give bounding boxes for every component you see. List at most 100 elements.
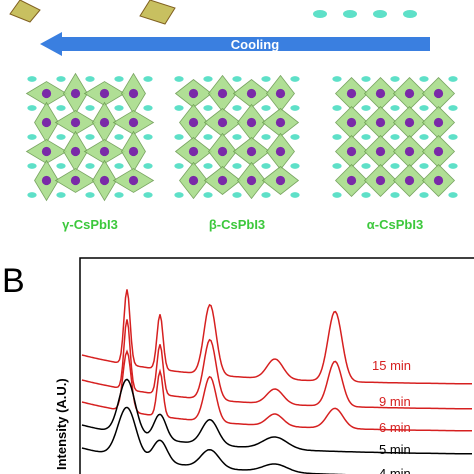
cs-atom	[403, 10, 417, 18]
atom	[188, 175, 199, 186]
cs-atom	[56, 163, 66, 169]
cs-atom	[174, 105, 184, 111]
cs-atom	[419, 192, 429, 198]
curve-label: 4 min	[379, 466, 411, 474]
cs-atom	[143, 134, 153, 140]
atom	[404, 175, 415, 186]
atom	[128, 175, 139, 186]
cs-atom	[448, 76, 458, 82]
curve-label: 9 min	[379, 394, 411, 409]
atom	[275, 146, 286, 157]
cs-atom	[56, 192, 66, 198]
cs-atom	[419, 76, 429, 82]
cs-atom	[232, 105, 242, 111]
atom	[41, 146, 52, 157]
cs-atom	[85, 192, 95, 198]
spectrum-curve	[81, 319, 472, 410]
cooling-arrow	[40, 32, 430, 56]
atom	[217, 175, 228, 186]
phase-label: γ-CsPbI3	[62, 217, 118, 232]
cs-atom	[143, 192, 153, 198]
atom	[275, 88, 286, 99]
cs-atom	[85, 105, 95, 111]
atom	[346, 175, 357, 186]
cs-atom	[390, 76, 400, 82]
cs-atom	[261, 134, 271, 140]
cs-atom	[27, 105, 37, 111]
panel-label: B	[2, 262, 25, 300]
cs-atom	[203, 192, 213, 198]
cs-atom	[261, 76, 271, 82]
phase-label: β-CsPbI3	[209, 217, 265, 232]
atom	[188, 117, 199, 128]
cs-atom	[174, 134, 184, 140]
atom	[375, 88, 386, 99]
cs-atom	[373, 10, 387, 18]
octahedron	[9, 0, 41, 23]
cs-atom	[174, 76, 184, 82]
spectrum-curve	[81, 378, 472, 455]
atom	[70, 175, 81, 186]
spectrum-curve	[81, 349, 472, 432]
cs-atom	[203, 134, 213, 140]
atom	[433, 175, 444, 186]
cs-atom	[27, 192, 37, 198]
cs-atom	[343, 10, 357, 18]
cs-atom	[448, 134, 458, 140]
atom	[70, 146, 81, 157]
cs-atom	[419, 134, 429, 140]
cs-atom	[143, 163, 153, 169]
cs-atom	[390, 192, 400, 198]
atom	[188, 146, 199, 157]
plot-frame	[79, 257, 474, 474]
cs-atom	[232, 163, 242, 169]
cs-atom	[27, 76, 37, 82]
cs-atom	[114, 134, 124, 140]
atom	[217, 146, 228, 157]
atom	[346, 88, 357, 99]
atom	[246, 146, 257, 157]
atom	[275, 117, 286, 128]
phase-label: α-CsPbI3	[367, 217, 423, 232]
cs-atom	[261, 105, 271, 111]
atom	[217, 88, 228, 99]
cs-atom	[261, 163, 271, 169]
atom	[128, 146, 139, 157]
cs-atom	[143, 76, 153, 82]
cs-atom	[332, 134, 342, 140]
atom	[99, 117, 110, 128]
atom	[433, 146, 444, 157]
cs-atom	[203, 105, 213, 111]
atom	[375, 175, 386, 186]
atom	[99, 88, 110, 99]
cs-atom	[114, 163, 124, 169]
atom	[70, 88, 81, 99]
cs-atom	[332, 192, 342, 198]
structures	[9, 0, 458, 202]
cs-atom	[390, 163, 400, 169]
octahedron	[139, 0, 176, 25]
cs-atom	[114, 76, 124, 82]
cs-atom	[361, 105, 371, 111]
cs-atom	[419, 105, 429, 111]
cs-atom	[290, 192, 300, 198]
cs-atom	[232, 76, 242, 82]
atom	[433, 88, 444, 99]
atom	[404, 146, 415, 157]
atom	[433, 117, 444, 128]
cs-atom	[361, 192, 371, 198]
cs-atom	[232, 192, 242, 198]
cs-atom	[203, 76, 213, 82]
cs-atom	[290, 76, 300, 82]
curve-label: 6 min	[379, 420, 411, 435]
atom	[99, 146, 110, 157]
cs-atom	[27, 134, 37, 140]
cs-atom	[203, 163, 213, 169]
cs-atom	[143, 105, 153, 111]
cs-atom	[56, 105, 66, 111]
atom	[346, 146, 357, 157]
cs-atom	[448, 192, 458, 198]
atom	[188, 88, 199, 99]
cs-atom	[232, 134, 242, 140]
